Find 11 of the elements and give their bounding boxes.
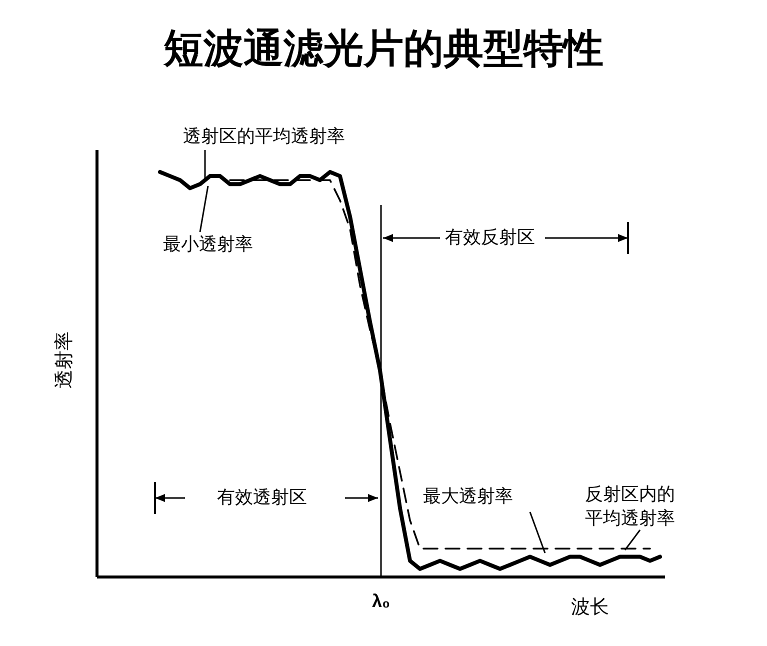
text: 透射区的平均透射率 bbox=[183, 126, 345, 146]
annotation: 最小透射率 bbox=[163, 234, 253, 254]
chart-title: 短波通滤光片的典型特性 bbox=[162, 27, 604, 71]
annotation: 反射区内的 bbox=[585, 484, 675, 504]
text: λ₀ bbox=[372, 591, 390, 611]
annotation: 有效透射区 bbox=[217, 487, 307, 507]
x-axis-title: 波长 bbox=[571, 597, 609, 618]
annotation: 平均透射率 bbox=[585, 508, 675, 528]
annotation: 有效反射区 bbox=[445, 227, 535, 247]
annotation: 最大透射率 bbox=[423, 486, 513, 506]
y-axis-title: 透射率 bbox=[53, 332, 75, 388]
